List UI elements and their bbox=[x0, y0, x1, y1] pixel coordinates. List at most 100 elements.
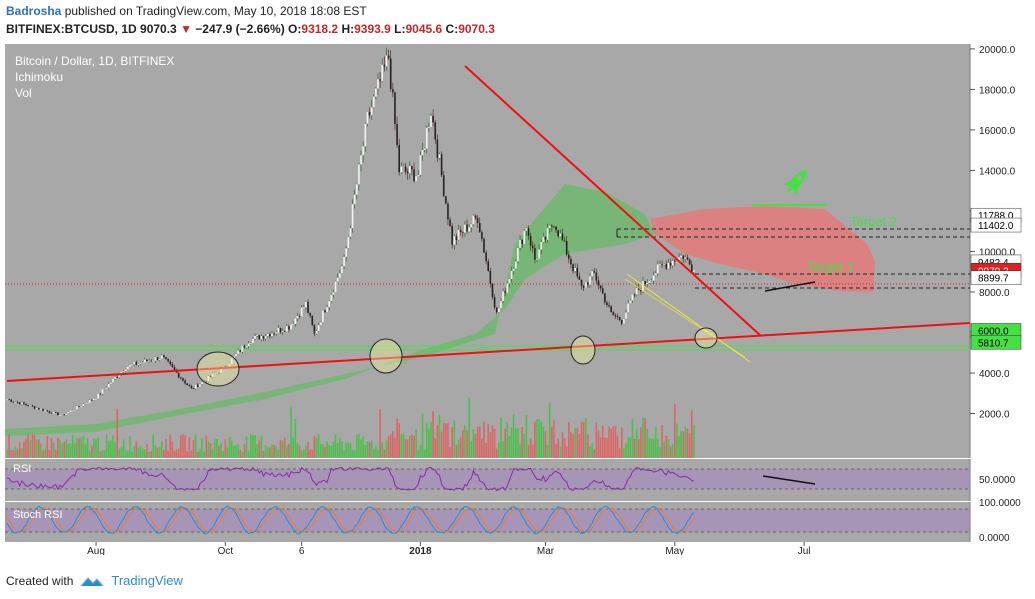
price-chart[interactable]: Target 2 Target 1 Bitcoin / Dollar, 1D, … bbox=[5, 44, 1031, 557]
volume-bar bbox=[616, 435, 619, 458]
volume-bar bbox=[684, 426, 687, 458]
candle-body bbox=[627, 303, 629, 313]
candle-body bbox=[640, 290, 642, 292]
candle-body bbox=[375, 88, 377, 97]
candle-body bbox=[392, 89, 394, 93]
rsi-label: RSI bbox=[13, 463, 31, 475]
time-tick-label: Mar bbox=[537, 546, 555, 555]
candle-body bbox=[116, 377, 119, 378]
candle-body bbox=[557, 230, 559, 237]
candle-body bbox=[434, 122, 437, 140]
time-axis[interactable]: Aug Oct 6 2018 Mar May Jul bbox=[87, 542, 811, 557]
long-term-trendline[interactable] bbox=[6, 322, 971, 382]
volume-bar bbox=[459, 436, 462, 458]
high-value: 9393.9 bbox=[354, 22, 391, 36]
volume-bar bbox=[612, 426, 615, 458]
volume-bar bbox=[667, 439, 670, 458]
candle-body bbox=[184, 380, 186, 384]
candle-body bbox=[88, 399, 91, 403]
candle-body bbox=[385, 55, 388, 67]
candle-body bbox=[368, 112, 371, 116]
volume-bar bbox=[82, 436, 85, 458]
highlight-ellipse-3[interactable] bbox=[570, 335, 596, 365]
volume-bar bbox=[631, 419, 634, 458]
candle-body bbox=[349, 228, 352, 237]
volume-bar bbox=[587, 434, 589, 458]
volume-bar bbox=[205, 435, 208, 458]
author-name[interactable]: Badrosha bbox=[6, 4, 62, 18]
candle-body bbox=[205, 381, 208, 382]
volume-bar bbox=[599, 437, 602, 458]
volume-bar bbox=[623, 448, 625, 458]
tradingview-logo-icon[interactable] bbox=[79, 574, 105, 588]
candle-body bbox=[515, 261, 517, 269]
candle-body bbox=[669, 263, 672, 266]
volume-bar bbox=[328, 445, 331, 458]
price-tick-label: 2000.0 bbox=[979, 410, 1010, 421]
volume-bar bbox=[54, 449, 57, 458]
candle-body bbox=[71, 410, 74, 412]
volume-bar bbox=[52, 443, 55, 458]
volume-bar bbox=[614, 426, 617, 458]
candle-body bbox=[46, 410, 49, 412]
candle-body bbox=[472, 215, 475, 225]
candle-body bbox=[459, 229, 462, 232]
volume-bar bbox=[29, 440, 32, 458]
volume-bar bbox=[510, 427, 513, 458]
volume-bar bbox=[561, 432, 564, 458]
highlight-ellipse-2[interactable] bbox=[369, 338, 403, 374]
price-tick-label: 18000.0 bbox=[979, 85, 1016, 96]
rising-support-line[interactable] bbox=[764, 281, 816, 292]
candle-body bbox=[608, 305, 610, 307]
downtrend-line[interactable] bbox=[464, 65, 762, 337]
cloud-bearish bbox=[650, 206, 875, 292]
rsi-line bbox=[6, 466, 694, 492]
candle-body bbox=[283, 331, 286, 332]
chart-area[interactable]: Target 2 Target 1 Bitcoin / Dollar, 1D, … bbox=[5, 44, 1031, 557]
candle-body bbox=[99, 393, 102, 395]
candle-body bbox=[553, 226, 555, 228]
candle-body bbox=[559, 233, 562, 237]
volume-bar bbox=[235, 445, 237, 458]
volume-bar bbox=[199, 448, 201, 458]
volume-bar bbox=[676, 423, 678, 458]
rsi-divergence-line[interactable] bbox=[762, 475, 816, 485]
candle-body bbox=[599, 285, 602, 289]
candle-body bbox=[502, 291, 504, 302]
volume-bar bbox=[228, 436, 231, 458]
volume-bar bbox=[398, 423, 400, 458]
candle-body bbox=[105, 387, 108, 389]
candle-body bbox=[483, 238, 485, 253]
candle-body bbox=[521, 239, 523, 244]
candle-body bbox=[180, 377, 182, 379]
volume-bar bbox=[177, 448, 180, 458]
volume-bar bbox=[184, 435, 186, 458]
volume-bar bbox=[283, 437, 286, 458]
volume-bar bbox=[646, 428, 649, 458]
volume-bar bbox=[91, 445, 93, 458]
candle-body bbox=[107, 383, 110, 388]
volume-bar bbox=[375, 446, 377, 458]
volume-bar bbox=[163, 449, 165, 458]
candle-body bbox=[364, 123, 367, 147]
publish-info: published on TradingView.com, May 10, 20… bbox=[64, 4, 367, 18]
candle-body bbox=[317, 325, 320, 332]
volume-bar bbox=[654, 426, 657, 458]
volume-bar bbox=[527, 444, 530, 458]
volume-bar bbox=[12, 449, 15, 458]
candle-body bbox=[686, 257, 689, 260]
volume-bar bbox=[209, 443, 212, 458]
highlight-ellipse-1[interactable] bbox=[196, 351, 240, 387]
volume-bar bbox=[124, 450, 127, 458]
volume-bar bbox=[584, 418, 587, 458]
price-label-text: 11788.0 bbox=[978, 211, 1014, 222]
candle-body bbox=[84, 403, 87, 405]
volume-bar bbox=[517, 428, 519, 458]
candle-body bbox=[288, 326, 290, 330]
wedge-lower-line[interactable] bbox=[624, 278, 746, 358]
tradingview-link[interactable]: TradingView bbox=[111, 573, 183, 588]
volume-bar bbox=[404, 438, 407, 458]
highlight-ellipse-4[interactable] bbox=[694, 327, 718, 349]
candle-body bbox=[688, 259, 691, 265]
volume-bar bbox=[642, 417, 644, 458]
